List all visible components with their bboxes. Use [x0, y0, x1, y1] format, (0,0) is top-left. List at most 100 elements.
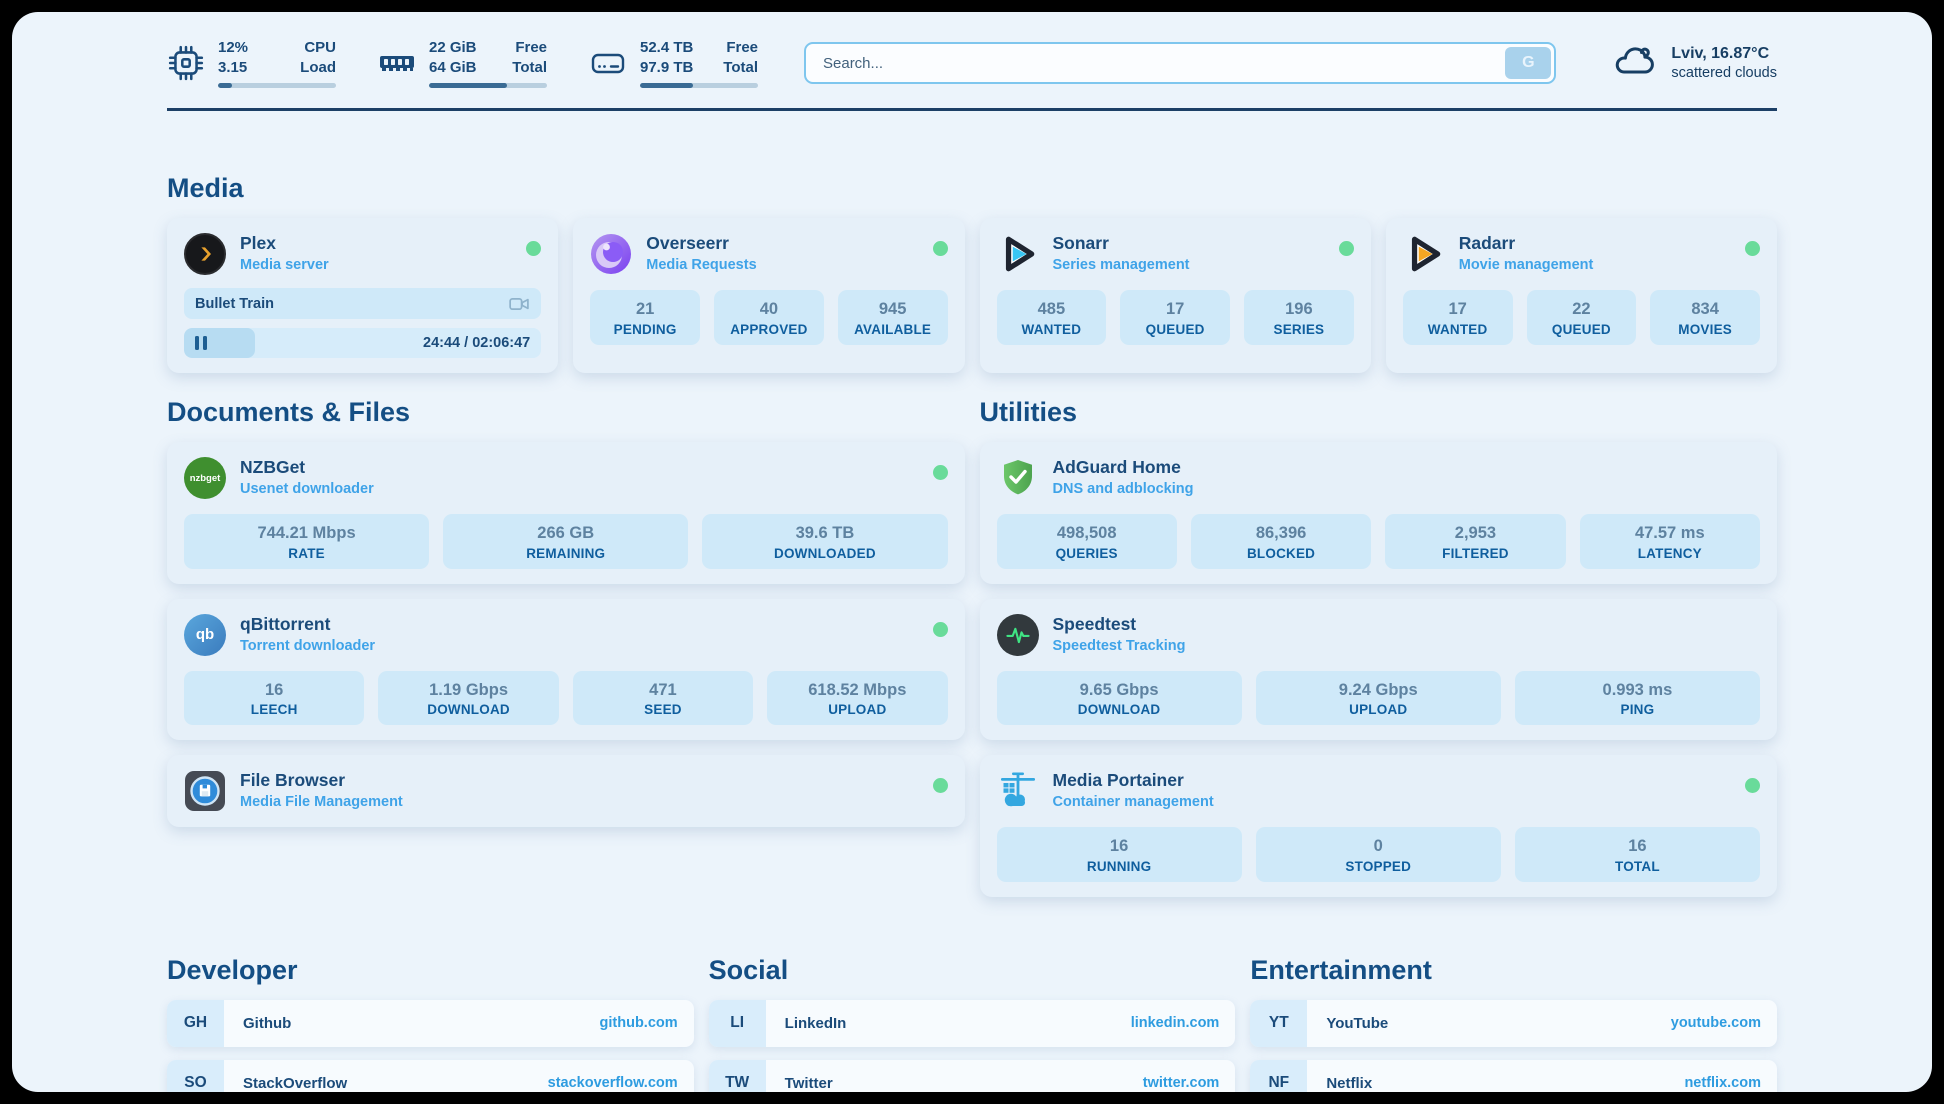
section-media: Media Plex Media ser: [167, 173, 1777, 373]
stat-upload: 9.24 Gbps UPLOAD: [1255, 670, 1501, 726]
app-card-qbittorrent: qb qBittorrent Torrent downloader: [167, 598, 965, 741]
app-card-speedtest: Speedtest Speedtest Tracking 9.65 Gbps D…: [979, 598, 1777, 741]
bookmark-url: youtube.com: [1670, 1015, 1761, 1032]
app-card-portainer: Media Portainer Container management 16 …: [979, 755, 1777, 897]
app-card-adguard: AdGuard Home DNS and adblocking 498,508 …: [979, 442, 1777, 584]
app-link-filebrowser[interactable]: File Browser Media File Management: [184, 770, 403, 812]
bookmark-badge: YT: [1250, 999, 1308, 1047]
stat-filtered: 2,953 FILTERED: [1385, 514, 1566, 569]
stat-queries: 498,508 QUERIES: [996, 514, 1177, 569]
adguard-icon: [997, 457, 1039, 499]
speedtest-icon: [996, 613, 1039, 656]
app-desc-qbittorrent: Torrent downloader: [240, 637, 376, 654]
stat-running: 16 RUNNING: [996, 827, 1242, 882]
qbittorrent-icon: qb: [184, 613, 226, 656]
app-card-nzbget: nzbget NZBGet Usenet downloader: [167, 442, 965, 584]
ram-label-1: Free: [515, 39, 547, 56]
stat-blocked: 86,396 BLOCKED: [1190, 514, 1372, 569]
bookmark-linkedin[interactable]: LI LinkedIn linkedin.com: [708, 999, 1236, 1047]
app-link-speedtest[interactable]: Speedtest Speedtest Tracking: [996, 613, 1186, 656]
disk-label-2: Total: [723, 58, 758, 76]
stat-queued: 17 QUEUED: [1120, 290, 1230, 345]
section-title-social: Social: [708, 954, 789, 985]
app-name-speedtest: Speedtest: [1052, 613, 1137, 634]
stat-downloaded: 39.6 TB DOWNLOADED: [702, 514, 948, 569]
bookmark-label: LinkedIn: [784, 1014, 847, 1032]
stat-approved: 40 APPROVED: [714, 290, 824, 345]
bookmark-youtube[interactable]: YT YouTube youtube.com: [1250, 999, 1777, 1047]
ram-icon: [378, 50, 416, 76]
cpu-label-1: CPU: [304, 39, 336, 56]
plex-icon: [184, 233, 226, 275]
app-link-overseerr[interactable]: Overseerr Media Requests: [590, 233, 757, 275]
disk-free: 52.4 TB: [640, 39, 694, 56]
ram-total: 64 GiB: [429, 58, 477, 76]
topbar-divider: [167, 108, 1777, 111]
app-name-portainer: Media Portainer: [1052, 770, 1184, 791]
bookmark-url: twitter.com: [1142, 1075, 1220, 1092]
pause-icon[interactable]: [195, 336, 207, 350]
cpu-stat: 12% 3.15 CPU Load: [167, 38, 336, 88]
nzbget-icon: nzbget: [184, 457, 226, 499]
stat-seed: 471 SEED: [572, 670, 754, 726]
stat-download: 9.65 Gbps DOWNLOAD: [996, 670, 1242, 726]
section-developer: Developer GH Github github.com SO StackO…: [167, 955, 694, 1092]
stat-series: 196 SERIES: [1244, 290, 1354, 345]
top-bar: 12% 3.15 CPU Load: [167, 38, 1777, 88]
app-name-overseerr: Overseerr: [646, 233, 729, 253]
search-engine-button[interactable]: G: [1505, 47, 1552, 79]
bookmark-twitter[interactable]: TW Twitter twitter.com: [708, 1059, 1236, 1092]
app-name-radarr: Radarr: [1458, 233, 1516, 253]
bookmark-github[interactable]: GH Github github.com: [167, 999, 694, 1047]
bookmark-url: linkedin.com: [1130, 1015, 1220, 1032]
disk-progress-bar: [640, 83, 758, 88]
app-name-nzbget: NZBGet: [240, 457, 306, 477]
section-title-utilities: Utilities: [979, 397, 1078, 427]
search-input[interactable]: [809, 54, 1506, 72]
app-link-sonarr[interactable]: Sonarr Series management: [997, 233, 1190, 275]
bookmark-url: github.com: [599, 1015, 678, 1032]
stat-upload: 618.52 Mbps UPLOAD: [767, 670, 948, 726]
app-card-plex: Plex Media server Bullet Train: [167, 218, 559, 373]
overseerr-icon: [590, 233, 632, 275]
status-dot: [932, 621, 948, 637]
stat-download: 1.19 Gbps DOWNLOAD: [378, 670, 559, 726]
section-utilities: Utilities: [979, 397, 1777, 897]
bookmark-netflix[interactable]: NF Netflix netflix.com: [1250, 1059, 1777, 1092]
memory-stat: 22 GiB 64 GiB Free Total: [378, 38, 547, 88]
app-desc-portainer: Container management: [1052, 794, 1214, 811]
video-camera-icon: [509, 296, 530, 312]
app-desc-radarr: Movie management: [1458, 257, 1594, 273]
now-playing-title: Bullet Train: [195, 295, 274, 312]
stat-ping: 0.993 ms PING: [1514, 670, 1760, 726]
app-link-portainer[interactable]: Media Portainer Container management: [997, 770, 1214, 812]
radarr-icon: [1403, 233, 1445, 275]
section-documents: Documents & Files nzbget NZBGet Use: [167, 397, 965, 828]
app-card-filebrowser: File Browser Media File Management: [167, 755, 965, 828]
playback-time: 24:44 / 02:06:47: [423, 335, 531, 351]
cpu-usage: 12%: [218, 39, 249, 56]
status-dot: [1745, 241, 1760, 256]
section-social: Social LI LinkedIn linkedin.com TW Twitt…: [708, 954, 1236, 1092]
app-link-adguard[interactable]: AdGuard Home DNS and adblocking: [997, 457, 1194, 499]
section-title-media: Media: [167, 173, 244, 203]
bookmark-label: Twitter: [784, 1074, 833, 1092]
stat-total: 16 TOTAL: [1514, 827, 1760, 882]
app-link-nzbget[interactable]: nzbget NZBGet Usenet downloader: [184, 457, 374, 499]
stat-remaining: 266 GB REMAINING: [443, 514, 689, 569]
weather-widget[interactable]: Lviv, 16.87°C scattered clouds: [1612, 43, 1777, 84]
app-desc-speedtest: Speedtest Tracking: [1052, 637, 1186, 654]
portainer-icon: [997, 770, 1039, 812]
ram-free: 22 GiB: [429, 39, 477, 56]
status-dot: [1745, 778, 1760, 794]
app-link-radarr[interactable]: Radarr Movie management: [1403, 233, 1594, 275]
app-link-qbittorrent[interactable]: qb qBittorrent Torrent downloader: [184, 613, 376, 656]
cpu-label-2: Load: [300, 58, 336, 76]
cpu-icon: [167, 44, 205, 82]
sonarr-icon: [997, 233, 1039, 275]
app-link-plex[interactable]: Plex Media server: [184, 233, 329, 275]
disk-total: 97.9 TB: [640, 58, 694, 76]
app-desc-nzbget: Usenet downloader: [240, 481, 374, 497]
bookmark-stackoverflow[interactable]: SO StackOverflow stackoverflow.com: [167, 1059, 694, 1092]
cloud-icon: [1612, 43, 1658, 84]
